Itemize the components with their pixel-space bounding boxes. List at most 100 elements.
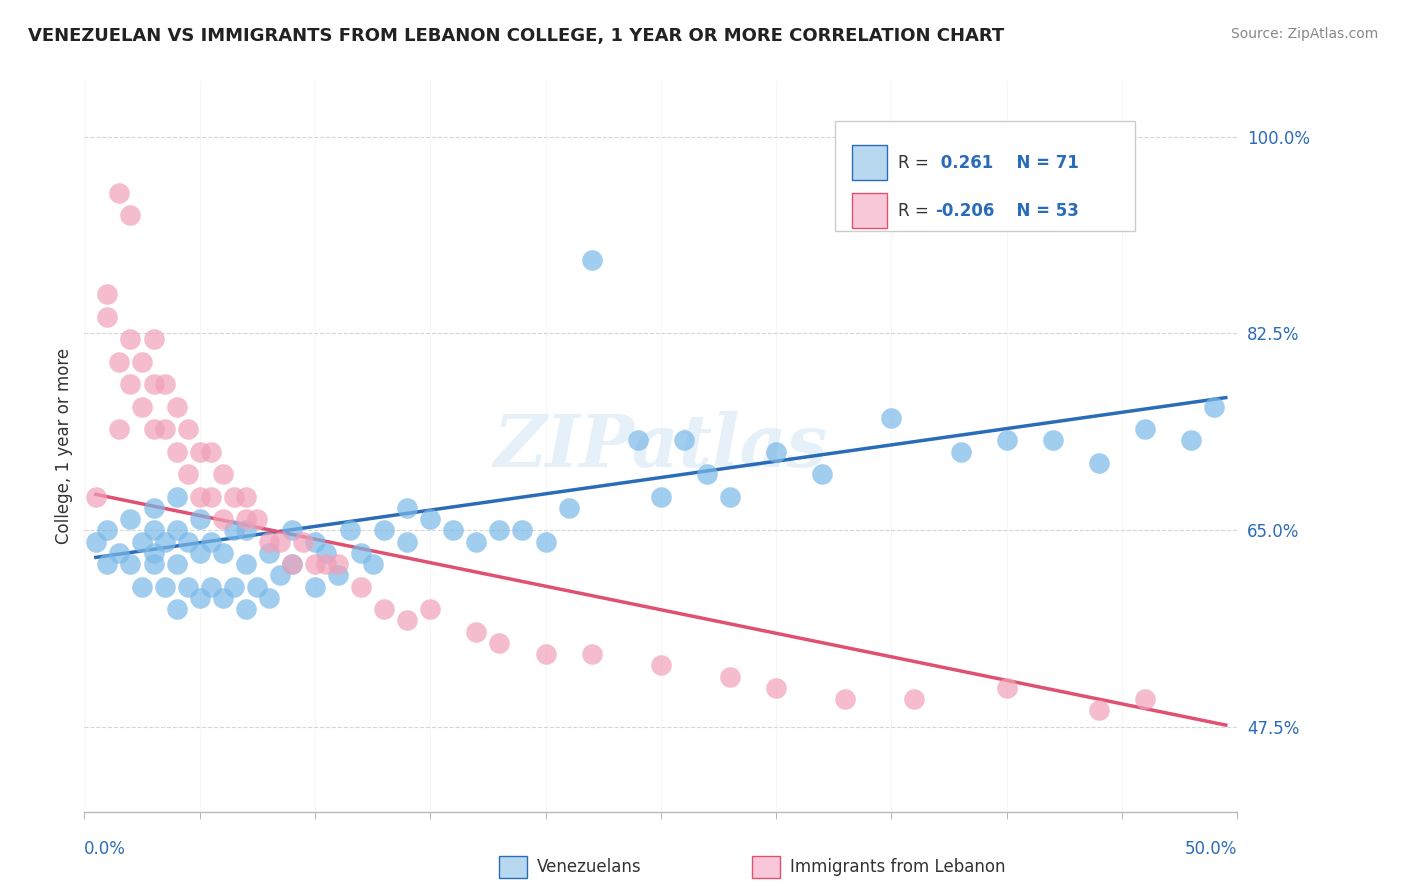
Point xyxy=(224,490,246,504)
Point xyxy=(142,524,165,538)
Point xyxy=(120,208,142,222)
Point xyxy=(373,524,395,538)
Point xyxy=(326,568,349,582)
Point xyxy=(903,692,925,706)
Point xyxy=(361,557,384,571)
Point xyxy=(396,614,419,628)
Point xyxy=(396,500,419,515)
Point xyxy=(131,534,153,549)
Point xyxy=(246,580,269,594)
Point xyxy=(995,681,1018,695)
Point xyxy=(120,332,142,346)
Point xyxy=(166,444,188,458)
Point xyxy=(281,557,304,571)
Point xyxy=(177,534,200,549)
Point xyxy=(96,557,118,571)
Text: Venezuelans: Venezuelans xyxy=(537,858,641,876)
Point xyxy=(419,512,441,526)
Point xyxy=(200,534,222,549)
Y-axis label: College, 1 year or more: College, 1 year or more xyxy=(55,348,73,544)
Point xyxy=(1088,703,1111,717)
Point xyxy=(534,534,557,549)
Point xyxy=(142,557,165,571)
Point xyxy=(211,591,233,605)
Point xyxy=(108,186,131,200)
Point xyxy=(142,332,165,346)
Text: VENEZUELAN VS IMMIGRANTS FROM LEBANON COLLEGE, 1 YEAR OR MORE CORRELATION CHART: VENEZUELAN VS IMMIGRANTS FROM LEBANON CO… xyxy=(28,27,1004,45)
Point xyxy=(1180,434,1202,448)
Text: R =: R = xyxy=(898,202,934,220)
Point xyxy=(627,434,650,448)
Point xyxy=(1133,422,1156,436)
Text: R =: R = xyxy=(898,153,934,171)
Point xyxy=(153,377,176,392)
Point xyxy=(281,557,304,571)
Point xyxy=(512,524,534,538)
Point xyxy=(257,591,280,605)
Point xyxy=(235,490,257,504)
Point xyxy=(188,546,211,560)
Point xyxy=(834,692,856,706)
Point xyxy=(84,534,107,549)
Point xyxy=(188,444,211,458)
Point xyxy=(465,624,488,639)
Point xyxy=(765,444,787,458)
Point xyxy=(880,410,903,425)
Point xyxy=(224,580,246,594)
Point xyxy=(166,524,188,538)
Point xyxy=(257,534,280,549)
Point xyxy=(304,534,326,549)
Point xyxy=(96,287,118,301)
Point xyxy=(235,512,257,526)
Point xyxy=(304,557,326,571)
Point xyxy=(292,534,315,549)
Point xyxy=(1204,400,1226,414)
Point xyxy=(166,602,188,616)
Point xyxy=(235,524,257,538)
Point xyxy=(153,422,176,436)
Point xyxy=(211,512,233,526)
Text: N = 71: N = 71 xyxy=(1005,153,1078,171)
Point xyxy=(142,377,165,392)
Point xyxy=(235,602,257,616)
Point xyxy=(696,467,718,482)
Point xyxy=(200,444,222,458)
Point xyxy=(350,546,373,560)
Point xyxy=(142,422,165,436)
Point xyxy=(96,310,118,324)
Point xyxy=(581,647,603,661)
Point xyxy=(177,580,200,594)
Text: 0.261: 0.261 xyxy=(935,153,993,171)
Point xyxy=(534,647,557,661)
Point xyxy=(108,422,131,436)
Point xyxy=(304,580,326,594)
Point xyxy=(1088,456,1111,470)
Point xyxy=(235,557,257,571)
Point xyxy=(131,400,153,414)
Point xyxy=(131,354,153,368)
Point xyxy=(811,467,834,482)
Point xyxy=(246,512,269,526)
Point xyxy=(120,557,142,571)
Point xyxy=(177,422,200,436)
Point xyxy=(131,580,153,594)
Point xyxy=(224,524,246,538)
Point xyxy=(995,434,1018,448)
Point xyxy=(396,534,419,549)
Point xyxy=(281,524,304,538)
Point xyxy=(211,546,233,560)
Point xyxy=(166,557,188,571)
Point xyxy=(269,534,291,549)
Point xyxy=(441,524,464,538)
Point xyxy=(84,490,107,504)
Point xyxy=(142,500,165,515)
Point xyxy=(166,490,188,504)
Point xyxy=(96,524,118,538)
Point xyxy=(650,490,672,504)
Point xyxy=(142,546,165,560)
Point xyxy=(315,546,337,560)
Point xyxy=(166,400,188,414)
Point xyxy=(188,490,211,504)
Point xyxy=(350,580,373,594)
Point xyxy=(1133,692,1156,706)
